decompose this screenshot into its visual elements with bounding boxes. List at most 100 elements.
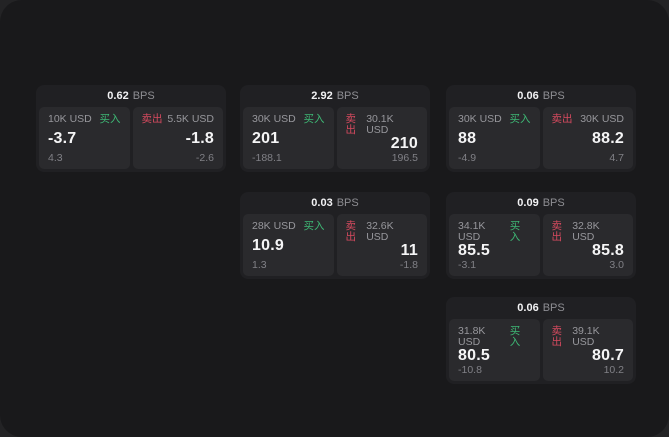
buy-panel-top: 30K USD 买入 — [252, 114, 325, 125]
card-header: 0.09 BPS — [446, 192, 636, 214]
sell-price: 85.8 — [592, 241, 624, 259]
buy-price: 80.5 — [458, 346, 490, 364]
buy-side-label: 买入 — [303, 113, 325, 125]
sell-side-label: 卖出 — [141, 113, 163, 125]
sell-panel-top: 卖出 5.5K USD — [142, 114, 215, 125]
buy-delta: -10.8 — [458, 363, 482, 376]
card-header: 0.03 BPS — [240, 192, 430, 214]
sell-delta: 4.7 — [609, 151, 624, 164]
bps-value: 0.62 — [107, 89, 129, 102]
sell-price: 11 — [400, 241, 418, 259]
sell-panel[interactable]: 卖出 32.8K USD 85.8 3.0 — [542, 214, 633, 276]
card-header: 0.62 BPS — [36, 85, 226, 107]
quote-card: 0.62 BPS 10K USD 买入 -3.7 4.3 卖出 5.5K USD — [36, 85, 226, 172]
card-header: 2.92 BPS — [240, 85, 430, 107]
card-header: 0.06 BPS — [446, 85, 636, 107]
buy-side-label: 买入 — [509, 325, 521, 348]
buy-amount: 31.8K USD — [458, 325, 486, 348]
quote-card: 0.06 BPS 30K USD 买入 88 -4.9 卖出 30K USD — [446, 85, 636, 172]
buy-price: 85.5 — [458, 241, 490, 259]
sell-panel-top: 卖出 30.1K USD — [346, 114, 419, 135]
card-header: 0.06 BPS — [446, 297, 636, 319]
sell-side-label: 卖出 — [551, 325, 563, 348]
buy-delta: 1.3 — [252, 258, 267, 271]
quote-panels: 30K USD 买入 88 -4.9 卖出 30K USD 88.2 4.7 — [446, 107, 636, 172]
sell-panel-top: 卖出 39.1K USD — [552, 326, 625, 347]
buy-panel[interactable]: 30K USD 买入 88 -4.9 — [449, 107, 540, 169]
buy-panel[interactable]: 31.8K USD 买入 80.5 -10.8 — [449, 319, 540, 381]
buy-panel[interactable]: 10K USD 买入 -3.7 4.3 — [39, 107, 130, 169]
quote-panels: 30K USD 买入 201 -188.1 卖出 30.1K USD 210 1… — [240, 107, 430, 172]
buy-price: -3.7 — [48, 129, 77, 147]
buy-side-label: 买入 — [509, 113, 531, 125]
sell-panel[interactable]: 卖出 39.1K USD 80.7 10.2 — [542, 319, 633, 381]
buy-panel-top: 31.8K USD 买入 — [458, 326, 531, 347]
sell-panel[interactable]: 卖出 5.5K USD -1.8 -2.6 — [132, 107, 223, 169]
bps-value: 2.92 — [311, 89, 333, 102]
buy-price: 88 — [458, 129, 477, 147]
quote-card: 0.03 BPS 28K USD 买入 10.9 1.3 卖出 32.6K US… — [240, 192, 430, 279]
quote-panels: 28K USD 买入 10.9 1.3 卖出 32.6K USD 11 -1.8 — [240, 214, 430, 279]
sell-side-label: 卖出 — [345, 220, 357, 243]
sell-side-label: 卖出 — [345, 113, 357, 136]
bps-unit: BPS — [336, 89, 359, 102]
sell-panel-top: 卖出 32.8K USD — [552, 221, 625, 242]
sell-side-label: 卖出 — [551, 220, 563, 243]
sell-delta: -2.6 — [195, 151, 214, 164]
buy-delta: -4.9 — [458, 151, 477, 164]
sell-price: 210 — [390, 134, 418, 152]
quote-card: 0.06 BPS 31.8K USD 买入 80.5 -10.8 卖出 39.1… — [446, 297, 636, 384]
sell-amount: 39.1K USD — [572, 325, 600, 348]
sell-price: 80.7 — [592, 346, 624, 364]
buy-delta: 4.3 — [48, 151, 63, 164]
buy-amount: 28K USD — [252, 220, 296, 232]
sell-price: 88.2 — [592, 129, 624, 147]
sell-amount: 32.8K USD — [572, 220, 600, 243]
buy-panel[interactable]: 28K USD 买入 10.9 1.3 — [243, 214, 334, 276]
buy-amount: 30K USD — [458, 113, 502, 125]
bps-value: 0.03 — [311, 196, 333, 209]
buy-panel[interactable]: 34.1K USD 买入 85.5 -3.1 — [449, 214, 540, 276]
quote-panels: 34.1K USD 买入 85.5 -3.1 卖出 32.8K USD 85.8… — [446, 214, 636, 279]
sell-delta: 3.0 — [609, 258, 624, 271]
buy-panel[interactable]: 30K USD 买入 201 -188.1 — [243, 107, 334, 169]
sell-amount: 5.5K USD — [167, 113, 214, 125]
buy-price: 201 — [252, 129, 280, 147]
buy-side-label: 买入 — [509, 220, 521, 243]
sell-side-label: 卖出 — [551, 113, 573, 125]
sell-panel[interactable]: 卖出 30.1K USD 210 196.5 — [336, 107, 427, 169]
buy-side-label: 买入 — [303, 220, 325, 232]
buy-panel-top: 10K USD 买入 — [48, 114, 121, 125]
sell-delta: 196.5 — [391, 151, 418, 164]
bps-unit: BPS — [542, 89, 565, 102]
buy-amount: 10K USD — [48, 113, 92, 125]
bps-unit: BPS — [542, 196, 565, 209]
quote-panels: 10K USD 买入 -3.7 4.3 卖出 5.5K USD -1.8 -2.… — [36, 107, 226, 172]
buy-delta: -188.1 — [252, 151, 282, 164]
buy-panel-top: 28K USD 买入 — [252, 221, 325, 232]
bps-value: 0.06 — [517, 301, 539, 314]
sell-panel-top: 卖出 30K USD — [552, 114, 625, 125]
buy-delta: -3.1 — [458, 258, 477, 271]
sell-amount: 32.6K USD — [366, 220, 394, 243]
sell-delta: -1.8 — [399, 258, 418, 271]
bps-value: 0.09 — [517, 196, 539, 209]
sell-panel[interactable]: 卖出 32.6K USD 11 -1.8 — [336, 214, 427, 276]
buy-price: 10.9 — [252, 236, 284, 254]
sell-panel[interactable]: 卖出 30K USD 88.2 4.7 — [542, 107, 633, 169]
buy-panel-top: 34.1K USD 买入 — [458, 221, 531, 242]
sell-panel-top: 卖出 32.6K USD — [346, 221, 419, 242]
sell-delta: 10.2 — [603, 363, 624, 376]
quote-panels: 31.8K USD 买入 80.5 -10.8 卖出 39.1K USD 80.… — [446, 319, 636, 384]
sell-amount: 30.1K USD — [366, 113, 394, 136]
bps-unit: BPS — [336, 196, 359, 209]
quote-card: 0.09 BPS 34.1K USD 买入 85.5 -3.1 卖出 32.8K… — [446, 192, 636, 279]
buy-amount: 34.1K USD — [458, 220, 486, 243]
bps-value: 0.06 — [517, 89, 539, 102]
buy-side-label: 买入 — [99, 113, 121, 125]
buy-amount: 30K USD — [252, 113, 296, 125]
buy-panel-top: 30K USD 买入 — [458, 114, 531, 125]
quote-card: 2.92 BPS 30K USD 买入 201 -188.1 卖出 30.1K … — [240, 85, 430, 172]
